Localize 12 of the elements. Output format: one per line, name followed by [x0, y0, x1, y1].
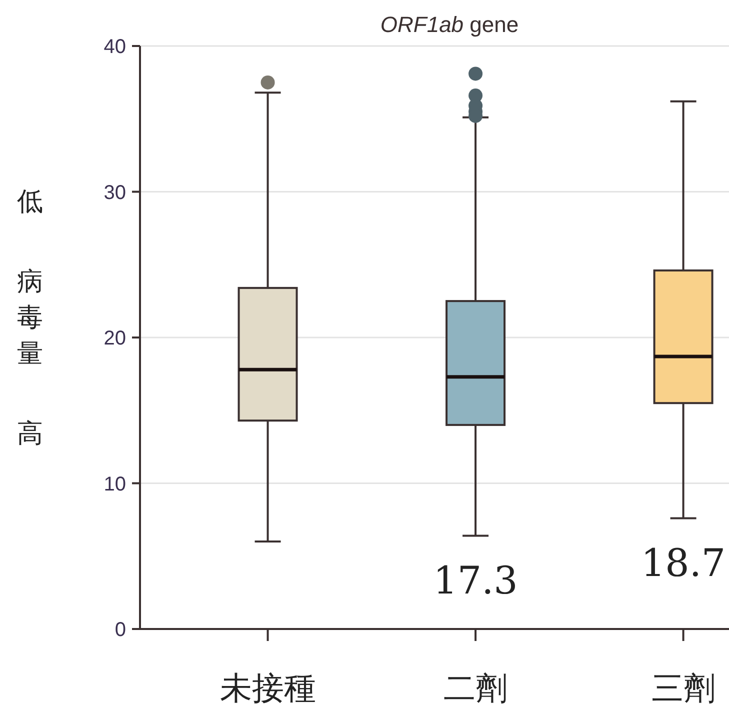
y-tick-label: 30 — [104, 182, 126, 204]
x-tick-label: 二劑 — [444, 669, 508, 706]
annotation: 17.3 — [433, 558, 518, 603]
x-tick-label: 未接種 — [220, 669, 316, 706]
x-tick-label: 三劑 — [651, 669, 716, 706]
y-tick-label: 40 — [104, 36, 126, 58]
y-tick-label: 20 — [104, 328, 126, 350]
y-tick-label: 10 — [104, 473, 126, 496]
chart-title: ORF1ab gene — [380, 12, 519, 37]
y-tick-label: 0 — [114, 619, 126, 641]
annotation: 18.7 — [640, 541, 726, 586]
text: 低病毒量高 — [17, 187, 43, 449]
